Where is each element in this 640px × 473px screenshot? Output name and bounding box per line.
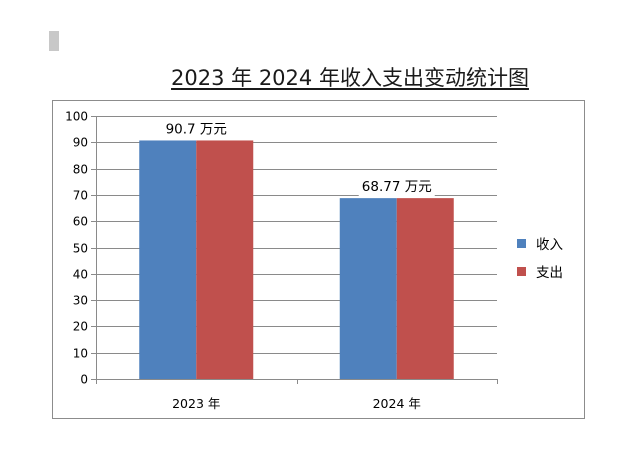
bar — [396, 198, 454, 379]
y-tick-label: 40 — [73, 268, 88, 282]
data-label: 68.77 万元 — [362, 179, 432, 195]
y-tick-label: 10 — [73, 347, 88, 361]
legend-swatch — [517, 239, 526, 248]
bar — [196, 140, 254, 379]
labels: 2023 年 90.7 万元 2024 年 68.77 万元 — [158, 117, 435, 411]
y-tick-label: 0 — [80, 373, 88, 387]
y-tick-label: 100 — [65, 110, 88, 124]
y-tick-label: 80 — [73, 163, 88, 177]
legend: 收入支出 — [508, 228, 582, 292]
data-label: 90.7 万元 — [166, 121, 227, 137]
y-tick-label: 90 — [73, 136, 88, 150]
y-tick-label: 70 — [73, 189, 88, 203]
legend-label: 支出 — [536, 265, 563, 281]
chart-frame — [52, 100, 585, 419]
bars — [139, 140, 454, 379]
y-tick-label: 20 — [73, 320, 88, 334]
y-tick-label: 30 — [73, 294, 88, 308]
legend-background — [508, 228, 582, 292]
y-tick-label: 60 — [73, 215, 88, 229]
document-margin-marker — [49, 31, 59, 51]
data-label-background — [158, 117, 235, 139]
bar — [339, 198, 397, 379]
data-label-background — [358, 175, 435, 197]
x-tick-label: 2023 年 — [172, 396, 220, 411]
legend-swatch — [517, 267, 526, 276]
legend-label: 收入 — [536, 237, 564, 253]
bar — [139, 140, 197, 379]
x-tick-label: 2024 年 — [373, 396, 421, 411]
y-tick-label: 50 — [73, 242, 88, 256]
axes: 0 10 20 30 40 50 60 70 80 90 100 — [65, 110, 498, 387]
chart-title: 2023 年 2024 年收入支出变动统计图 — [171, 66, 529, 90]
